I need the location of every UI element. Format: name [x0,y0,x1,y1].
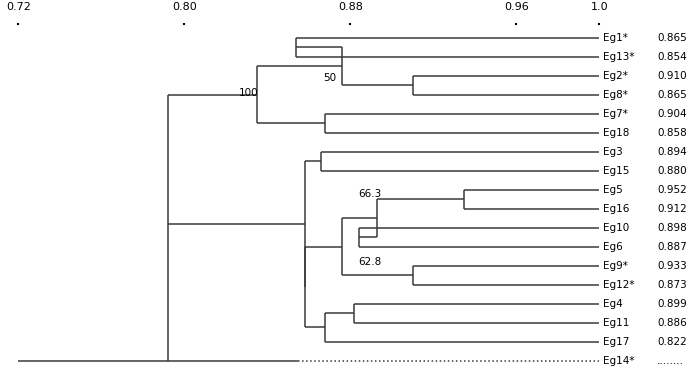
Text: 0.894: 0.894 [657,147,687,157]
Text: 0.88: 0.88 [338,2,363,13]
Text: 50: 50 [323,73,336,83]
Text: 0.899: 0.899 [657,299,687,309]
Text: Eg14*: Eg14* [603,356,635,366]
Text: 0.72: 0.72 [6,2,31,13]
Text: Eg1*: Eg1* [603,33,628,43]
Text: Eg3: Eg3 [603,147,623,157]
Text: Eg17: Eg17 [603,337,630,347]
Text: Eg15: Eg15 [603,166,630,176]
Text: Eg13*: Eg13* [603,52,635,62]
Text: 100: 100 [238,88,258,98]
Text: Eg4: Eg4 [603,299,623,309]
Text: Eg2*: Eg2* [603,71,628,81]
Text: 0.910: 0.910 [657,71,687,81]
Text: 0.887: 0.887 [657,242,687,252]
Text: 0.865: 0.865 [657,33,687,43]
Text: ........: ........ [657,356,684,366]
Text: 0.886: 0.886 [657,318,687,328]
Text: 0.898: 0.898 [657,223,687,233]
Text: Eg8*: Eg8* [603,90,628,100]
Text: 0.96: 0.96 [504,2,529,13]
Text: Eg11: Eg11 [603,318,630,328]
Text: 0.822: 0.822 [657,337,687,347]
Text: Eg10: Eg10 [603,223,630,233]
Text: Eg16: Eg16 [603,204,630,214]
Text: Eg6: Eg6 [603,242,623,252]
Text: 0.904: 0.904 [657,109,687,119]
Text: 1.0: 1.0 [590,2,608,13]
Text: 0.80: 0.80 [172,2,197,13]
Text: 0.865: 0.865 [657,90,687,100]
Text: Eg9*: Eg9* [603,261,628,271]
Text: 0.933: 0.933 [657,261,687,271]
Text: 0.880: 0.880 [657,166,687,176]
Text: Eg5: Eg5 [603,185,623,195]
Text: Eg7*: Eg7* [603,109,628,119]
Text: 62.8: 62.8 [358,257,382,267]
Text: 0.858: 0.858 [657,128,687,138]
Text: 0.952: 0.952 [657,185,687,195]
Text: Eg12*: Eg12* [603,280,635,290]
Text: Eg18: Eg18 [603,128,630,138]
Text: 0.854: 0.854 [657,52,687,62]
Text: 66.3: 66.3 [358,188,382,199]
Text: 0.912: 0.912 [657,204,687,214]
Text: 0.873: 0.873 [657,280,687,290]
